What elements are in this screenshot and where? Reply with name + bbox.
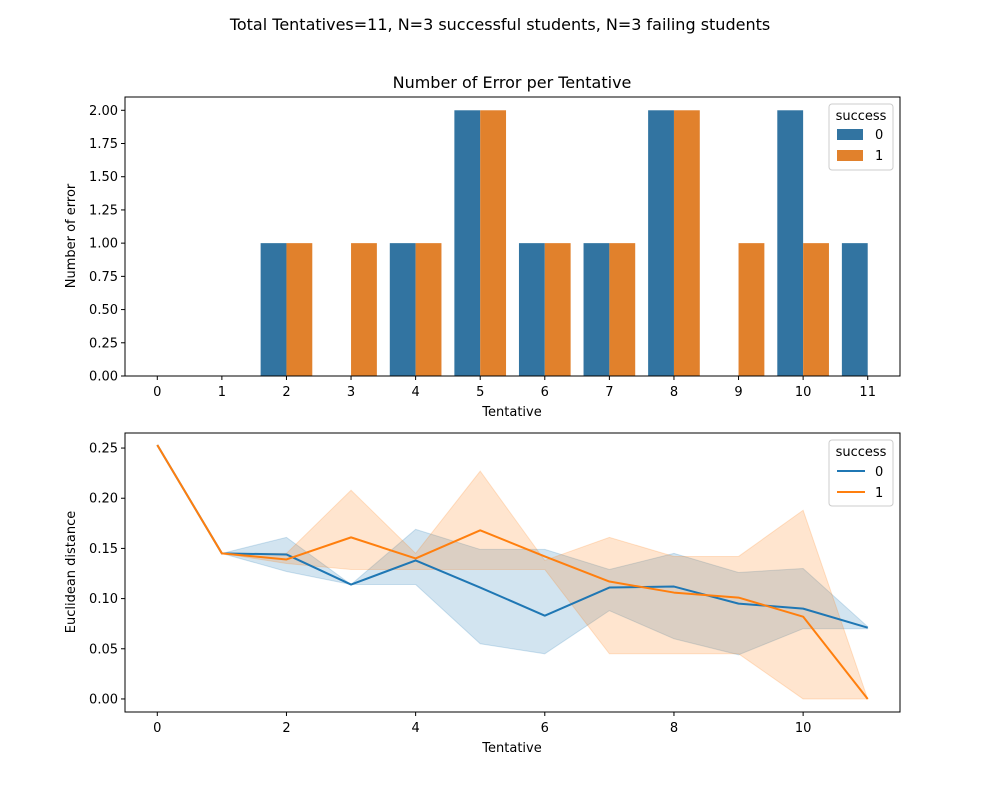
bar-series-1-cat-8 <box>673 110 700 377</box>
x-tick-label: 6 <box>541 721 549 736</box>
line-series-1 <box>156 444 869 700</box>
line-chart-bands <box>156 444 869 700</box>
bar-chart-legend: success 0 1 <box>828 103 894 171</box>
x-tick-label: 9 <box>734 385 742 400</box>
bar-series-1-cat-5 <box>480 110 507 377</box>
line-chart-ylabel: Euclidean distance <box>64 511 79 634</box>
y-tick-label: 0.15 <box>89 542 118 557</box>
x-tick-label: 2 <box>282 721 290 736</box>
bar-chart-bars <box>260 110 868 377</box>
x-tick-label: 5 <box>476 385 484 400</box>
x-tick-label: 0 <box>153 385 161 400</box>
legend-title: success <box>836 445 887 460</box>
legend-swatch-0 <box>837 129 863 140</box>
figure-suptitle: Total Tentatives=11, N=3 successful stud… <box>229 15 770 34</box>
bar-series-0-cat-2 <box>260 243 287 376</box>
bar-chart: Number of Error per Tentative 0 1 2 3 4 5 6 7 8 9… <box>64 73 901 420</box>
bar-series-1-cat-3 <box>351 243 377 376</box>
x-tick-label: 10 <box>795 721 812 736</box>
y-tick-label: 0.05 <box>89 642 118 657</box>
y-tick-label: 0.10 <box>89 592 118 607</box>
x-tick-label: 0 <box>153 721 161 736</box>
x-tick-label: 4 <box>411 385 419 400</box>
y-tick-label: 0.50 <box>89 303 118 318</box>
bar-chart-ylabel: Number of error <box>64 183 79 288</box>
bar-series-1-cat-2 <box>286 243 313 376</box>
x-tick-label: 6 <box>541 385 549 400</box>
legend-box <box>828 439 894 507</box>
bar-series-0-cat-4 <box>389 243 416 376</box>
bar-chart-axes: 0 1 2 3 4 5 6 7 8 9 10 110.000.250.500.751.001.251.… <box>89 96 901 400</box>
bar-series-0-cat-10 <box>777 110 804 377</box>
bar-series-1-cat-7 <box>609 243 636 376</box>
bar-chart-title: Number of Error per Tentative <box>393 73 632 92</box>
bar-series-1-cat-10 <box>803 243 829 376</box>
bar-series-0-cat-8 <box>648 110 674 377</box>
legend-title: success <box>836 109 887 124</box>
bar-series-0-cat-7 <box>583 243 610 376</box>
line-chart-axes: 0 2 4 6 8 100.000.050.100.150.200.25 <box>89 432 901 736</box>
y-tick-label: 1.25 <box>89 203 118 218</box>
x-tick-label: 4 <box>411 721 419 736</box>
bar-series-1-cat-6 <box>544 243 571 376</box>
y-tick-label: 0.75 <box>89 270 118 285</box>
x-tick-label: 11 <box>859 385 876 400</box>
y-tick-label: 0.25 <box>89 336 118 351</box>
bar-series-1-cat-4 <box>415 243 442 376</box>
x-tick-label: 8 <box>670 721 678 736</box>
x-tick-label: 10 <box>795 385 812 400</box>
bar-series-0-cat-11 <box>841 243 868 376</box>
legend-label-1: 1 <box>875 149 883 164</box>
y-tick-label: 0.00 <box>89 692 118 707</box>
x-tick-label: 7 <box>605 385 613 400</box>
legend-swatch-1 <box>837 150 863 161</box>
y-tick-label: 0.00 <box>89 370 118 385</box>
line-chart: 0 2 4 6 8 100.000.050.100.150.200.25 Tentativ… <box>64 432 901 756</box>
y-tick-label: 2.00 <box>89 104 118 119</box>
y-tick-label: 1.75 <box>89 137 118 152</box>
line-chart-frame <box>124 432 901 713</box>
y-tick-label: 0.25 <box>89 442 118 457</box>
line-chart-lines <box>156 444 869 700</box>
bar-series-0-cat-5 <box>454 110 481 377</box>
line-series-0 <box>156 444 868 629</box>
x-tick-label: 1 <box>218 385 226 400</box>
bar-series-0-cat-6 <box>518 243 545 376</box>
bar-chart-frame <box>124 96 901 377</box>
y-tick-label: 1.00 <box>89 237 118 252</box>
y-tick-label: 0.20 <box>89 492 118 507</box>
x-tick-label: 2 <box>282 385 290 400</box>
x-tick-label: 3 <box>347 385 355 400</box>
line-chart-xlabel: Tentative <box>481 741 541 756</box>
line-chart-legend: success 0 1 <box>828 439 894 507</box>
legend-label-0: 0 <box>875 465 883 480</box>
legend-label-0: 0 <box>875 128 883 143</box>
bar-chart-xlabel: Tentative <box>481 405 541 420</box>
x-tick-label: 8 <box>670 385 678 400</box>
y-tick-label: 1.50 <box>89 170 118 185</box>
legend-label-1: 1 <box>875 486 883 501</box>
bar-series-1-cat-9 <box>738 243 765 376</box>
